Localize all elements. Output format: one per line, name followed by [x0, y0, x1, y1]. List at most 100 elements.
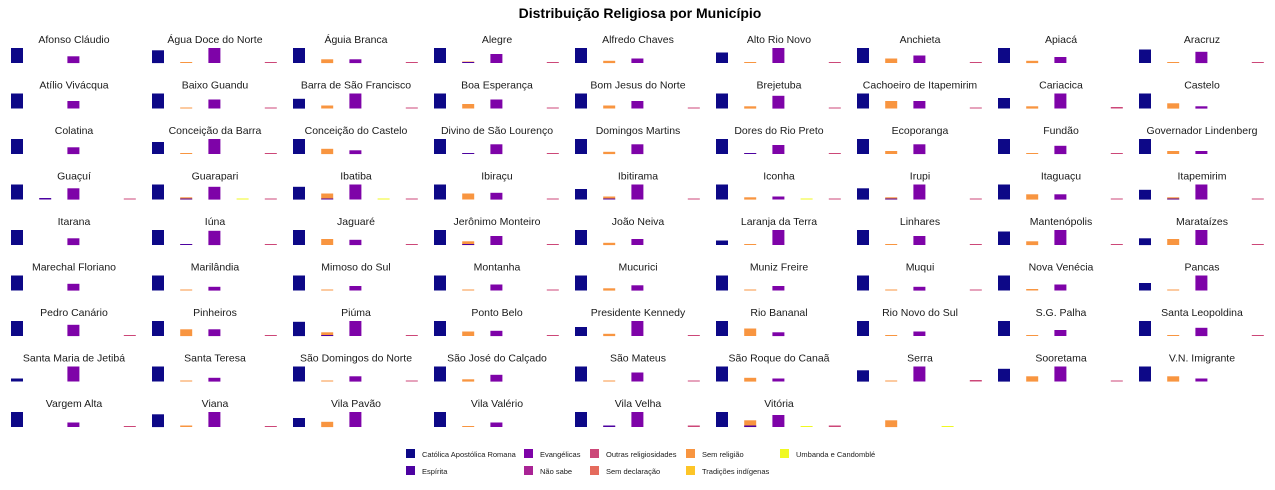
bar-sem-religiao [603, 60, 616, 64]
legend-label: Não sabe [540, 467, 572, 476]
facet-serra: Serra [857, 353, 1039, 382]
bar-catolica-apostolica-romana [293, 48, 305, 63]
bar-catolica-apostolica-romana [575, 412, 587, 427]
facet-atilio-vivacqua: Atílio Vivácqua [11, 80, 193, 109]
bar-evangelicas [208, 230, 221, 246]
bar-catolica-apostolica-romana [152, 142, 164, 154]
facet-label: Serra [907, 353, 933, 365]
bar-outras-religiosidades [546, 335, 559, 336]
bar-sem-religiao [321, 59, 334, 64]
bar-sem-religiao [321, 289, 334, 291]
bar-outras-religiosidades [1110, 107, 1123, 109]
bar-catolica-apostolica-romana [716, 52, 728, 63]
facet-piuma: Piúma [293, 307, 475, 337]
bar-catolica-apostolica-romana [434, 412, 446, 427]
legend-swatch [406, 466, 415, 475]
facet-itarana: Itarana [11, 216, 193, 246]
facet-label: Marataízes [1176, 216, 1228, 228]
facet-label: São Domingos do Norte [300, 353, 412, 365]
bar-sem-religiao [1167, 239, 1180, 245]
bar-outras-religiosidades [405, 244, 418, 245]
facet-label: Vila Valério [471, 398, 523, 410]
legend-item-nao-sabe: Não sabe [524, 466, 572, 476]
facet-ibiracu: Ibiraçu [434, 171, 616, 200]
facet-label: Anchieta [900, 34, 941, 46]
facet-fundao: Fundão [998, 125, 1180, 155]
bar-evangelicas [349, 184, 362, 200]
bar-outras-religiosidades [264, 198, 277, 200]
bar-sem-religiao [180, 197, 193, 200]
bar-evangelicas [208, 329, 221, 337]
bar-evangelicas [913, 55, 926, 63]
facet-label: Cachoeiro de Itapemirim [863, 80, 978, 92]
bar-catolica-apostolica-romana [575, 48, 587, 63]
facet-label: Itarana [58, 216, 91, 228]
legend-swatch [686, 466, 695, 475]
facet-aguia-branca: Águia Branca [293, 33, 475, 64]
bar-sem-religiao [462, 426, 475, 427]
bar-evangelicas [1195, 230, 1208, 245]
bar-outras-religiosidades [969, 380, 982, 382]
bar-sem-religiao [885, 335, 898, 336]
bar-catolica-apostolica-romana [857, 370, 869, 382]
bar-catolica-apostolica-romana [293, 98, 305, 109]
bar-outras-religiosidades [828, 198, 841, 200]
bar-catolica-apostolica-romana [152, 275, 164, 291]
bar-catolica-apostolica-romana [434, 93, 446, 109]
facet-marechal-floriano: Marechal Floriano [11, 262, 193, 291]
bar-outras-religiosidades [969, 289, 982, 291]
legend-swatch [524, 449, 533, 458]
bar-sem-religiao [885, 380, 898, 382]
bar-catolica-apostolica-romana [1139, 93, 1151, 109]
bar-catolica-apostolica-romana [434, 48, 446, 63]
legend-swatch [780, 449, 789, 458]
facet-baixo-guandu: Baixo Guandu [152, 80, 334, 109]
facet-sao-domingos-do-norte: São Domingos do Norte [293, 353, 475, 382]
bar-catolica-apostolica-romana [998, 98, 1010, 109]
facet-label: João Neiva [612, 216, 665, 228]
bar-catolica-apostolica-romana [998, 231, 1010, 245]
bar-sem-religiao [603, 105, 616, 109]
bar-evangelicas [772, 230, 785, 245]
bar-evangelicas [349, 93, 362, 109]
facet-label: Barra de São Francisco [301, 80, 411, 92]
legend-item-tradicoes-indigenas: Tradições indígenas [686, 466, 770, 476]
facet-barra-de-sao-francisco: Barra de São Francisco [293, 80, 475, 109]
bar-espirita [462, 244, 475, 245]
bar-evangelicas [349, 376, 362, 382]
bar-sem-religiao [180, 425, 193, 427]
bar-umbanda-e-candomble [800, 426, 813, 427]
bar-evangelicas [490, 192, 503, 200]
facet-label: Apiacá [1045, 34, 1077, 46]
legend-item-sem-declaracao: Sem declaração [590, 466, 660, 476]
facet-iuna: Iúna [152, 216, 334, 246]
bar-evangelicas [1195, 106, 1208, 109]
bar-sem-religiao [885, 101, 898, 109]
facet-label: Mantenópolis [1030, 216, 1092, 228]
facet-vila-velha: Vila Velha [575, 398, 813, 428]
legend-item-outras-religiosidades: Outras religiosidades [590, 449, 677, 459]
bar-outras-religiosidades [123, 426, 136, 427]
facet-agua-doce-do-norte: Água Doce do Norte [152, 33, 334, 64]
bar-sem-religiao [1167, 289, 1180, 291]
facet-conceicao-do-castelo: Conceição do Castelo [293, 125, 475, 155]
facet-guarapari: Guarapari [152, 171, 390, 200]
bar-outras-religiosidades [546, 244, 559, 245]
bar-sem-religiao [744, 420, 757, 428]
bar-catolica-apostolica-romana [857, 230, 869, 245]
chart-title: Distribuição Religiosa por Município [519, 5, 762, 21]
bar-evangelicas [631, 144, 644, 155]
bar-outras-religiosidades [405, 62, 418, 63]
bar-outras-religiosidades [1251, 198, 1264, 200]
bar-outras-religiosidades [687, 198, 700, 200]
facet-santa-teresa: Santa Teresa [152, 353, 334, 382]
facet-viana: Viana [152, 398, 334, 428]
bar-sem-religiao [744, 289, 757, 291]
facet-label: São Roque do Canaã [729, 353, 830, 365]
bar-sem-religiao [1026, 335, 1039, 336]
bar-sem-religiao [885, 58, 898, 63]
facet-label: Rio Bananal [750, 307, 807, 319]
bar-evangelicas [913, 236, 926, 245]
bar-catolica-apostolica-romana [11, 93, 23, 109]
bar-sem-religiao [603, 380, 616, 382]
